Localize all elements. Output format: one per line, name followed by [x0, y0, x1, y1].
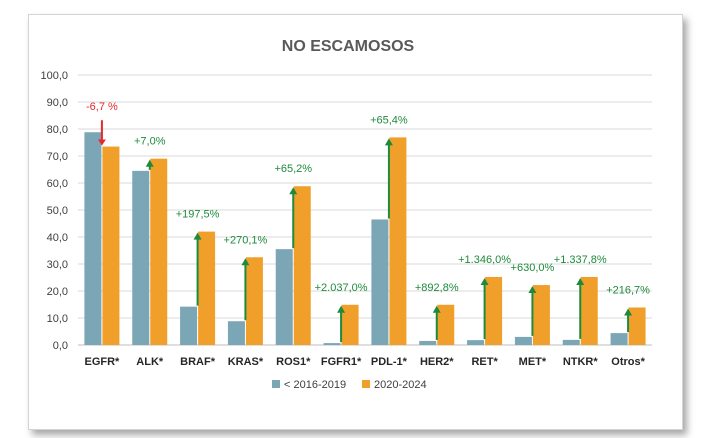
y-tick-label: 100,0 — [40, 70, 68, 82]
y-tick-label: 50,0 — [47, 205, 68, 217]
legend-label-2016-2019: < 2016-2019 — [284, 379, 346, 391]
x-tick-label: KRAS* — [228, 356, 264, 368]
change-label: +7,0% — [134, 136, 166, 148]
arrow-head — [432, 305, 441, 313]
y-tick-label: 90,0 — [47, 97, 68, 109]
change-label: +2.037,0% — [315, 282, 368, 294]
arrow-head — [624, 308, 633, 316]
arrow-head — [97, 139, 106, 146]
change-label: +1.346,0% — [458, 254, 511, 266]
arrow-head — [145, 159, 154, 167]
x-tick-label: HER2* — [420, 356, 454, 368]
x-tick-label: EGFR* — [84, 356, 120, 368]
x-tick-label: ROS1* — [276, 356, 311, 368]
arrow-head — [193, 232, 202, 240]
bar-2020-2024 — [628, 307, 646, 345]
change-arrows: -6,7 % +7,0% +197,5% +270,1% +65,2% +2.037,0%… — [86, 101, 650, 343]
bar-2016-2019 — [275, 249, 293, 345]
arrow-head — [337, 305, 346, 313]
legend-swatch-2016-2019 — [272, 380, 280, 388]
x-tick-label: BRAF* — [180, 356, 216, 368]
change-label: +270,1% — [224, 234, 268, 246]
bar-2020-2024 — [389, 137, 407, 345]
change-label: +216,7% — [606, 284, 650, 296]
change-label: +1.337,8% — [554, 254, 607, 266]
bar-2020-2024 — [341, 304, 359, 345]
x-axis: EGFR* ALK* BRAF* KRAS* ROS1* FGFR1* PDL-1* HER2… — [84, 356, 645, 368]
arrow-head — [528, 286, 537, 294]
x-tick-label: RET* — [471, 356, 498, 368]
bar-2016-2019 — [227, 321, 245, 345]
bar-2020-2024 — [485, 276, 503, 345]
x-tick-label: NTKR* — [563, 356, 599, 368]
bar-2016-2019 — [467, 340, 485, 345]
bars — [84, 132, 646, 345]
x-tick-label: ALK* — [136, 356, 164, 368]
legend: < 2016-2019 2020-2024 — [272, 379, 427, 391]
change-label: +65,2% — [274, 163, 312, 175]
y-axis: 0,0 10,0 20,0 30,0 40,0 50,0 60,0 70,0 80,0 90,0 1… — [40, 70, 68, 352]
change-label: +197,5% — [176, 209, 220, 221]
y-tick-label: 0,0 — [53, 340, 68, 352]
change-label: +630,0% — [511, 262, 555, 274]
legend-label-2020-2024: 2020-2024 — [374, 379, 427, 391]
bar-2020-2024 — [580, 276, 598, 345]
y-tick-label: 10,0 — [47, 313, 68, 325]
bar-2016-2019 — [371, 219, 389, 345]
y-tick-label: 30,0 — [47, 259, 68, 271]
arrow-head — [384, 138, 393, 146]
bar-2020-2024 — [102, 146, 120, 345]
bar-2016-2019 — [514, 336, 532, 345]
y-tick-label: 40,0 — [47, 232, 68, 244]
arrow-head — [289, 187, 298, 195]
x-tick-label: PDL-1* — [371, 356, 408, 368]
change-label: -6,7 % — [86, 101, 118, 113]
bar-2020-2024 — [198, 231, 216, 345]
legend-swatch-2020-2024 — [362, 380, 370, 388]
arrow-head — [241, 258, 250, 266]
bar-2016-2019 — [419, 340, 437, 345]
gridlines — [78, 74, 652, 346]
bar-2016-2019 — [323, 343, 341, 345]
bar-2020-2024 — [293, 186, 311, 345]
chart-title: NO ESCAMOSOS — [282, 38, 415, 55]
bar-2016-2019 — [610, 333, 628, 345]
change-label: +892,8% — [415, 282, 459, 294]
bar-2020-2024 — [245, 257, 263, 345]
bar-2016-2019 — [180, 306, 198, 345]
y-tick-label: 80,0 — [47, 124, 68, 136]
arrow-head — [576, 277, 585, 285]
bar-2016-2019 — [562, 339, 580, 345]
y-tick-label: 20,0 — [47, 286, 68, 298]
bar-2020-2024 — [150, 158, 168, 345]
x-tick-label: FGFR1* — [321, 356, 362, 368]
bar-2016-2019 — [132, 170, 150, 345]
x-tick-label: Otros* — [611, 356, 645, 368]
change-label: +65,4% — [370, 114, 408, 126]
bar-2016-2019 — [84, 132, 102, 345]
arrow-head — [480, 277, 489, 285]
bar-2020-2024 — [437, 304, 455, 345]
x-tick-label: MET* — [519, 356, 547, 368]
y-tick-label: 70,0 — [47, 151, 68, 163]
y-tick-label: 60,0 — [47, 178, 68, 190]
bar-2020-2024 — [532, 285, 550, 345]
